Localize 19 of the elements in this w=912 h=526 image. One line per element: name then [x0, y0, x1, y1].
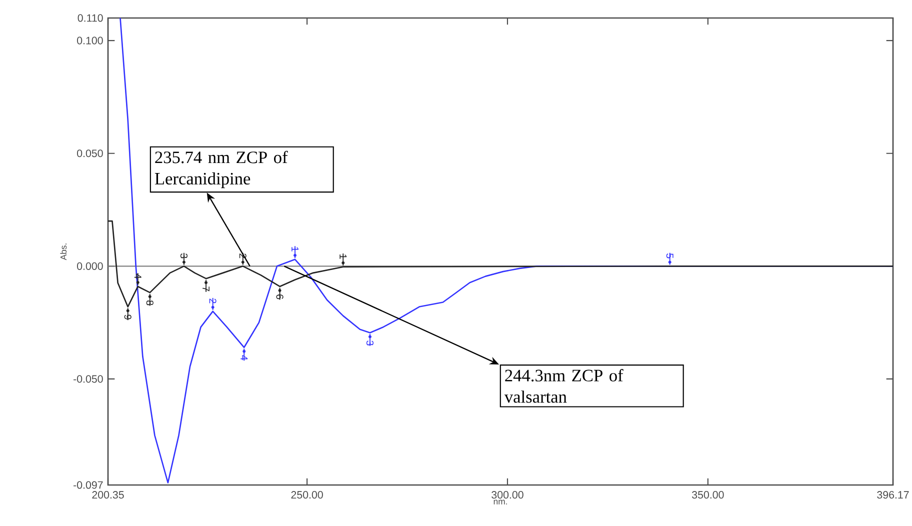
annotation: 235.74 nm ZCP of Lercanidipine — [154, 150, 288, 188]
annotation: 1 — [340, 254, 347, 259]
annotation: 1 — [292, 247, 298, 252]
x-tick-label: 350.00 — [692, 491, 724, 499]
annotation: 244.3nm ZCP of valsartan — [504, 369, 624, 403]
y-tick-label: 0.110 — [78, 14, 103, 22]
x-tick-label: 200.35 — [92, 491, 124, 499]
annotation: 2 — [209, 298, 216, 304]
y-tick-label: 0.000 — [77, 262, 103, 270]
x-tick-label: 300.00 — [492, 491, 524, 499]
x-axis-title: nm. — [494, 500, 507, 504]
y-tick-label: 0.100 — [77, 36, 103, 44]
y-axis-title: Abs. — [60, 244, 67, 260]
x-tick-label: 396.17 — [877, 491, 909, 499]
y-tick-label: -0.097 — [74, 481, 103, 489]
x-tick-label: 250.00 — [291, 491, 323, 499]
y-tick-label: -0.050 — [74, 375, 103, 383]
annotation: 7 — [202, 286, 210, 292]
y-tick-label: 0.050 — [77, 150, 103, 158]
